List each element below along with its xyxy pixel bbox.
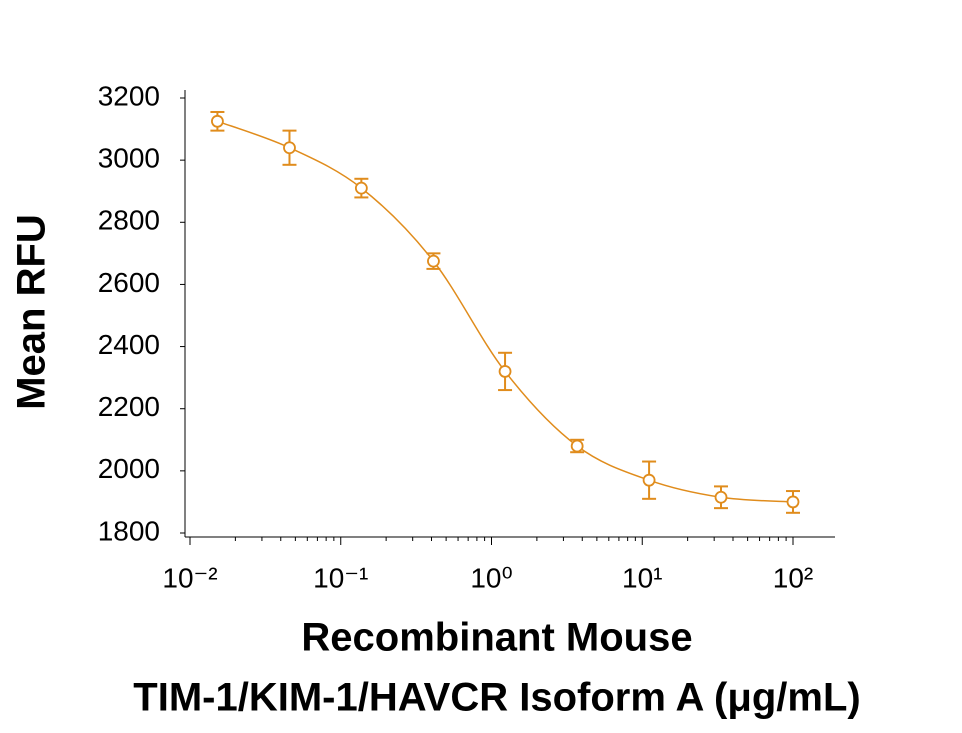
x-tick-label: 10⁰ bbox=[470, 562, 512, 593]
data-point bbox=[283, 141, 296, 155]
fit-curve bbox=[217, 120, 794, 503]
y-tick-label: 2000 bbox=[98, 453, 160, 484]
x-axis-title: Recombinant Mouse bbox=[301, 616, 692, 660]
data-point bbox=[498, 365, 512, 378]
data-point bbox=[570, 439, 584, 453]
y-tick-label: 2600 bbox=[98, 267, 160, 298]
data-point bbox=[427, 254, 440, 268]
y-tick-label: 3200 bbox=[98, 80, 160, 111]
data-point bbox=[714, 490, 728, 504]
y-tick-label: 2400 bbox=[98, 329, 160, 360]
y-tick-label: 2200 bbox=[98, 391, 160, 422]
data-point bbox=[354, 181, 368, 195]
x-axis-title: TIM-1/KIM-1/HAVCR Isoform A (μg/mL) bbox=[133, 676, 860, 720]
y-tick-label: 1800 bbox=[98, 515, 160, 546]
x-tick-label: 10⁻¹ bbox=[313, 562, 368, 593]
y-tick-label: 3000 bbox=[98, 143, 160, 174]
data-point bbox=[786, 495, 800, 509]
x-tick-label: 10¹ bbox=[622, 562, 662, 593]
x-tick-label: 10⁻² bbox=[162, 562, 217, 593]
data-point bbox=[211, 114, 224, 128]
y-axis-title: Mean RFU bbox=[10, 214, 54, 410]
data-point bbox=[642, 473, 656, 487]
x-tick-label: 10² bbox=[773, 562, 813, 593]
y-tick-label: 2800 bbox=[98, 205, 160, 236]
